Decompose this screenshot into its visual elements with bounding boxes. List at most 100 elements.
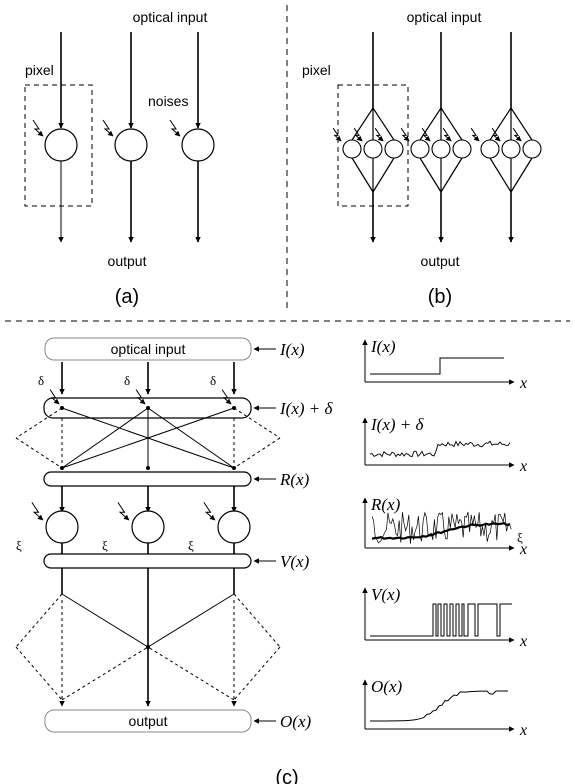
- plot-receptor-title: R(x): [370, 495, 401, 514]
- plot-receptor-x-label: x: [519, 541, 527, 558]
- panel-b-sub-pixel-circle: [522, 139, 542, 159]
- panel-a-top-label: optical input: [133, 9, 208, 25]
- left-diamond-edge: [15, 437, 63, 469]
- panel-b-fan-in: [489, 107, 512, 141]
- panel-a-noise-bolt: [102, 119, 114, 137]
- panel-b-noise-bolt: [470, 127, 480, 142]
- junction-dot: [146, 466, 150, 470]
- panel-b-fan-in: [372, 107, 395, 141]
- junction-dot: [60, 466, 64, 470]
- plot-receptor-noisy-trace: [371, 511, 512, 544]
- junction-dot: [232, 466, 236, 470]
- panel-b-fan-in: [440, 107, 463, 141]
- xi-bolt: [117, 502, 130, 521]
- panel-b-sub-pixel-circle: [431, 139, 451, 159]
- panel-b-sub-pixel-circle: [384, 139, 404, 159]
- label-input: I(x): [279, 340, 305, 359]
- plot-neuron-trace: [370, 603, 512, 637]
- junction-dot: [232, 406, 236, 410]
- right-diamond-edge: [233, 407, 281, 439]
- panel-a-pixel-label: pixel: [25, 62, 54, 78]
- panel-a-pixel-circle: [44, 128, 78, 162]
- panel-c-caption: (c): [275, 767, 298, 784]
- panel-b-caption: (b): [428, 286, 452, 308]
- panel-b-fan-in: [419, 107, 442, 141]
- panel-b-fan-out: [510, 157, 533, 193]
- junction-dot: [146, 645, 150, 649]
- panel-a-noise-bolt: [32, 119, 44, 137]
- xi-bolt: [203, 502, 216, 521]
- plot-input-trace: [370, 357, 504, 375]
- panel-a-pixel-circle: [181, 128, 215, 162]
- panel-b-noise-bolt: [332, 127, 342, 142]
- plot-output-trace: [369, 690, 509, 722]
- output-mix-line: [147, 646, 235, 701]
- left-diamond-edge: [15, 407, 63, 439]
- output-box: [44, 709, 252, 733]
- panel-a-caption: (a): [115, 286, 139, 308]
- panel-b-top-label: optical input: [407, 9, 482, 25]
- xi-symbol: ξ: [16, 538, 22, 553]
- panel-b-pixel-label: pixel: [302, 62, 331, 78]
- neuron-circle: [131, 510, 165, 544]
- plot-input-title: I(x): [370, 337, 396, 356]
- panel-b-noise-bolt: [353, 127, 363, 142]
- panel-b-sub-pixel-circle: [410, 139, 430, 159]
- right-lower-diamond-edge: [233, 646, 281, 701]
- junction-dot: [146, 406, 150, 410]
- panel-b-fan-out: [489, 157, 512, 193]
- plot-input-noise-title: I(x) + δ: [370, 415, 425, 434]
- panel-b-noise-bolt: [512, 127, 522, 142]
- panel-b-fan-out: [419, 157, 442, 193]
- panel-b-fan-out: [372, 157, 395, 193]
- label-input-noise: I(x) + δ: [279, 399, 334, 418]
- neuron-circle: [217, 510, 251, 544]
- delta-bolt: [221, 389, 232, 405]
- label-receptor: R(x): [279, 470, 310, 489]
- label-output: O(x): [280, 712, 311, 731]
- panel-b-noise-bolt: [421, 127, 431, 142]
- right-lower-diamond-edge: [233, 593, 281, 648]
- panel-b-sub-pixel-circle: [480, 139, 500, 159]
- plot-output-x-label: x: [519, 722, 527, 739]
- panel-b-noise-bolt: [491, 127, 501, 142]
- panel-a-noise-label: noises: [148, 93, 188, 109]
- panel-a-pixel-circle: [114, 128, 148, 162]
- output-mix-line: [147, 593, 235, 648]
- plot-input-x-label: x: [519, 375, 527, 392]
- junction-dot: [60, 406, 64, 410]
- output-mix-line: [61, 593, 149, 648]
- delta-symbol: δ: [38, 373, 44, 388]
- plot-input-noise-trace: [369, 440, 511, 458]
- panel-b-noise-bolt: [374, 127, 384, 142]
- delta-bolt: [49, 389, 60, 405]
- left-lower-diamond-edge: [15, 646, 63, 701]
- delta-bolt: [135, 389, 146, 405]
- right-diamond-edge: [233, 437, 281, 469]
- neuron-bar: [43, 553, 252, 569]
- xi-bolt: [31, 502, 44, 521]
- delta-symbol: δ: [124, 373, 130, 388]
- panel-b-sub-pixel-circle: [342, 139, 362, 159]
- panel-b-fan-in: [351, 107, 374, 141]
- panel-b-noise-bolt: [400, 127, 410, 142]
- panel-a-bottom-label: output: [108, 253, 147, 269]
- output-mix-line: [61, 646, 149, 701]
- panel-b-sub-pixel-circle: [452, 139, 472, 159]
- panel-b-fan-in: [510, 107, 533, 141]
- plot-receptor-mean-trace: [371, 521, 511, 540]
- delta-symbol: δ: [210, 373, 216, 388]
- panel-b-fan-out: [351, 157, 374, 193]
- panel-b-bottom-label: output: [421, 253, 460, 269]
- plot-input-noise-x-label: x: [519, 458, 527, 475]
- label-neuron: V(x): [280, 552, 310, 571]
- input-box-label: optical input: [111, 341, 186, 357]
- panel-b-noise-bolt: [442, 127, 452, 142]
- left-lower-diamond-edge: [15, 593, 63, 648]
- plot-output-title: O(x): [371, 677, 402, 696]
- plot-neuron-title: V(x): [371, 585, 401, 604]
- output-box-label: output: [129, 713, 168, 729]
- panel-b-sub-pixel-circle: [363, 139, 383, 159]
- panel-a-noise-bolt: [169, 119, 181, 137]
- plot-receptor-xi-label: ξ: [517, 530, 523, 545]
